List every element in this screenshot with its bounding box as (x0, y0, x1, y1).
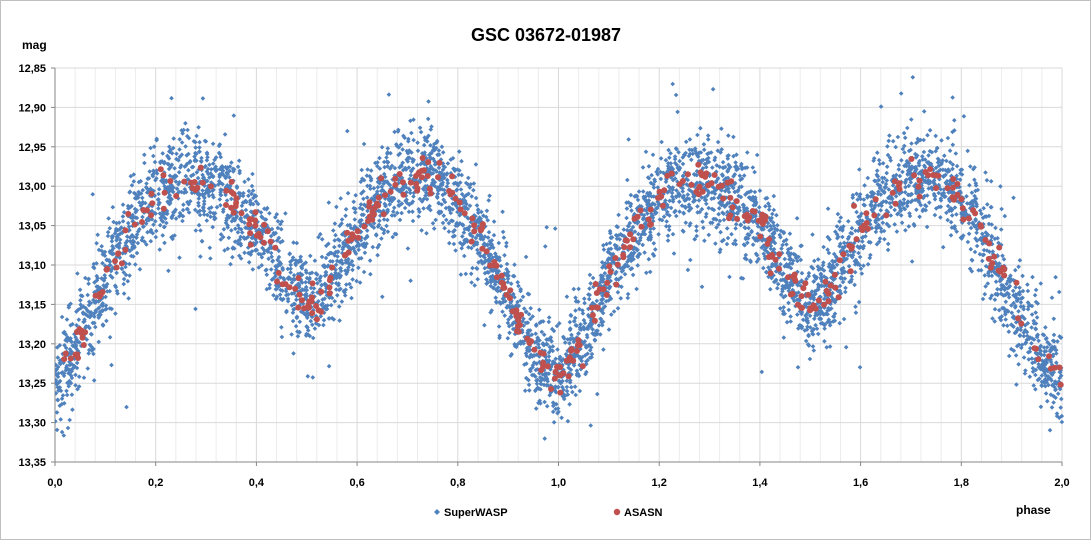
x-tick-label: 0,8 (450, 477, 465, 489)
x-tick-label: 0,0 (47, 477, 62, 489)
x-tick-label: 1,0 (551, 477, 566, 489)
chart-title: GSC 03672-01987 (471, 25, 621, 45)
y-tick-label: 13,15 (18, 299, 46, 311)
y-tick-label: 13,35 (18, 457, 46, 469)
x-tick-label: 0,4 (249, 477, 265, 489)
x-tick-label: 1,8 (954, 477, 969, 489)
y-axis-label: mag (22, 38, 47, 52)
x-tick-label: 1,6 (853, 477, 868, 489)
x-tick-label: 0,6 (349, 477, 364, 489)
x-tick-label: 1,4 (752, 477, 768, 489)
x-tick-label: 2,0 (1054, 477, 1069, 489)
x-axis-label: phase (1016, 503, 1051, 517)
y-tick-label: 13,20 (18, 339, 46, 351)
y-tick-label: 12,85 (18, 63, 46, 75)
x-tick-label: 0,2 (148, 477, 163, 489)
y-tick-label: 13,25 (18, 378, 46, 390)
y-tick-label: 13,30 (18, 418, 46, 430)
y-tick-label: 13,00 (18, 181, 46, 193)
y-tick-label: 12,90 (18, 102, 46, 114)
x-tick-label: 1,2 (652, 477, 667, 489)
y-tick-label: 13,05 (18, 221, 46, 233)
y-tick-label: 13,10 (18, 260, 46, 272)
y-tick-label: 12,95 (18, 142, 46, 154)
